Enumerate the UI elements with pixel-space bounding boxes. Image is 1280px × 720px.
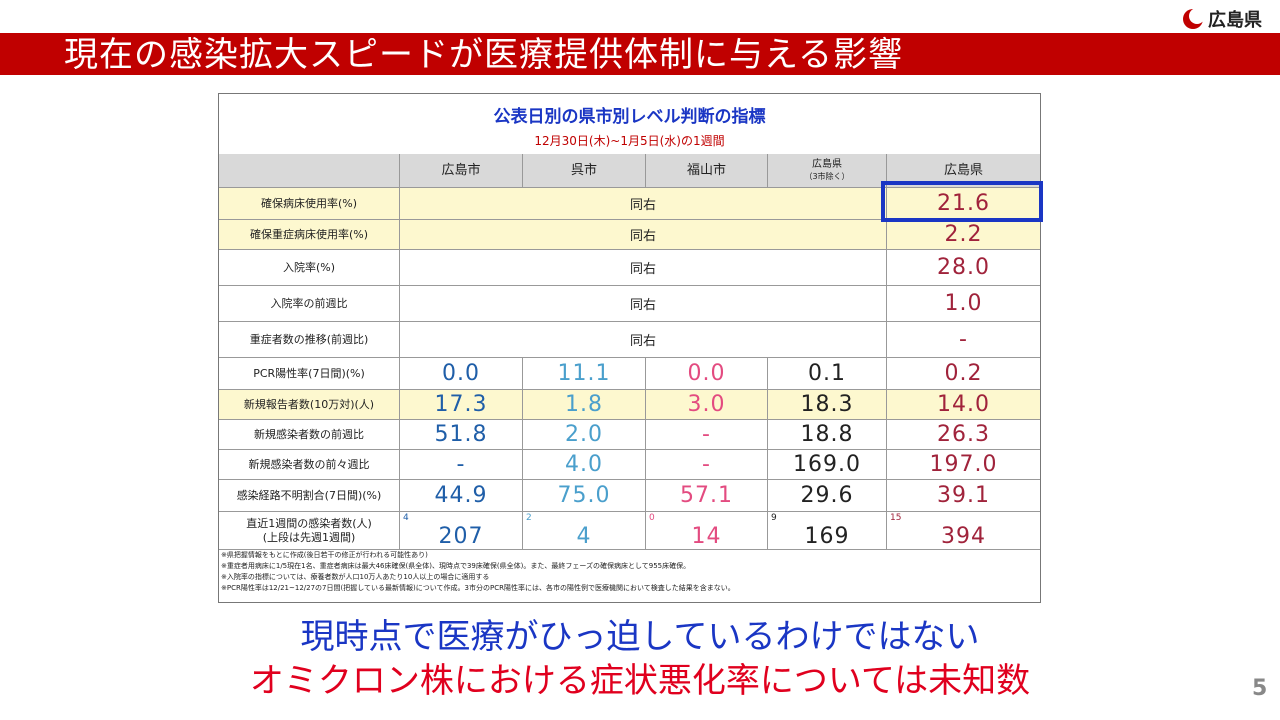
hiroshima-logo-icon — [1183, 8, 1204, 29]
value-cell: 17.3 — [400, 390, 523, 420]
note-line: ※重症者用病床に1/5現在1名、重症者病床は最大46床確保(県全体)、現時点で3… — [221, 562, 691, 570]
value-cell: 169.0 — [768, 450, 887, 480]
value-cell: 2.0 — [523, 420, 646, 450]
prev-week-value: 15 — [890, 513, 902, 523]
header-sublabel: （3市除く） — [804, 171, 850, 181]
pref-value: - — [887, 322, 1040, 358]
header-label: 広島県 — [943, 162, 983, 178]
weekly-cases-cell: 15 394 — [887, 512, 1040, 550]
table-period: 12月30日(木)~1月5日(水)の1週間 — [534, 134, 725, 148]
value-cell: 51.8 — [400, 420, 523, 450]
weekly-cases-cell: 9 169 — [768, 512, 887, 550]
note-line: ※県把握情報をもとに作成(後日若干の修正が行われる可能性あり) — [221, 551, 428, 559]
value-cell: 197.0 — [887, 450, 1040, 480]
row-label: 新規感染者数の前々週比 — [219, 450, 400, 480]
message-line-2: オミクロン株における症状悪化率については未知数 — [249, 661, 1031, 701]
weekly-cases-cell: 4 207 — [400, 512, 523, 550]
row-label: PCR陽性率(7日間)(%) — [219, 358, 400, 390]
value-cell: 0.1 — [768, 358, 887, 390]
prev-week-value: 2 — [526, 513, 532, 523]
pref-value: 1.0 — [887, 286, 1040, 322]
note-line: ※入院率の指標については、療養者数が人口10万人あたり10人以上の場合に適用する — [221, 573, 490, 581]
table-header-area: 公表日別の県市別レベル判断の指標 12月30日(木)~1月5日(水)の1週間 — [219, 94, 1040, 154]
value-cell: 18.3 — [768, 390, 887, 420]
value-cell: - — [400, 450, 523, 480]
value-cell: 44.9 — [400, 480, 523, 512]
title-bar — [0, 33, 1280, 75]
value-cell: 0.2 — [887, 358, 1040, 390]
same-as-right: 同右 — [400, 188, 887, 220]
pref-value: 2.2 — [887, 220, 1040, 250]
header-label: 呉市 — [570, 162, 597, 178]
page-number: 5 — [1252, 676, 1268, 701]
value-cell: 57.1 — [646, 480, 768, 512]
value-cell: 11.1 — [523, 358, 646, 390]
this-week-value: 207 — [438, 524, 484, 549]
value-cell: 26.3 — [887, 420, 1040, 450]
this-week-value: 169 — [804, 524, 850, 549]
header-label: 広島市 — [441, 162, 481, 178]
row-label-line1: 直近1週間の感染者数(人) — [246, 516, 372, 530]
table-title: 公表日別の県市別レベル判断の指標 — [493, 107, 766, 127]
header-hiroshima-city: 広島市 — [400, 154, 523, 188]
message-line-1: 現時点で医療がひっ迫しているわけではない — [300, 617, 980, 657]
same-as-right: 同右 — [400, 322, 887, 358]
pref-value: 21.6 — [887, 188, 1040, 220]
value-cell: 1.8 — [523, 390, 646, 420]
value-cell: 0.0 — [400, 358, 523, 390]
row-label: 直近1週間の感染者数(人) (上段は先週1週間) — [219, 512, 400, 550]
value-cell: 4.0 — [523, 450, 646, 480]
row-label: 入院率(%) — [219, 250, 400, 286]
this-week-value: 14 — [691, 524, 722, 549]
row-label: 確保病床使用率(%) — [219, 188, 400, 220]
row-label: 感染経路不明割合(7日間)(%) — [219, 480, 400, 512]
logo: 広島県 — [1180, 6, 1262, 32]
value-cell: 3.0 — [646, 390, 768, 420]
value-cell: - — [646, 450, 768, 480]
same-as-right: 同右 — [400, 286, 887, 322]
header-kure-city: 呉市 — [523, 154, 646, 188]
row-label: 新規報告者数(10万対)(人) — [219, 390, 400, 420]
same-as-right: 同右 — [400, 250, 887, 286]
row-label: 新規感染者数の前週比 — [219, 420, 400, 450]
row-label-line2: (上段は先週1週間) — [262, 530, 356, 544]
same-as-right: 同右 — [400, 220, 887, 250]
header-pref-excl: 広島県 （3市除く） — [768, 154, 887, 188]
row-label: 入院率の前週比 — [219, 286, 400, 322]
table-notes: ※県把握情報をもとに作成(後日若干の修正が行われる可能性あり) ※重症者用病床に… — [221, 550, 1039, 594]
weekly-cases-cell: 2 4 — [523, 512, 646, 550]
note-line: ※PCR陽性率は12/21~12/27の7日間(把握している最新情報)について作… — [221, 584, 735, 592]
header-label: 広島県 — [812, 158, 842, 170]
header-label: 福山市 — [686, 162, 726, 178]
highlight-box — [881, 181, 1043, 222]
logo-text: 広島県 — [1208, 10, 1262, 31]
header-blank — [219, 154, 400, 188]
value-cell: - — [646, 420, 768, 450]
header-fukuyama-city: 福山市 — [646, 154, 768, 188]
this-week-value: 394 — [941, 524, 986, 549]
value-cell: 0.0 — [646, 358, 768, 390]
this-week-value: 4 — [576, 524, 592, 549]
row-label: 重症者数の推移(前週比) — [219, 322, 400, 358]
value-cell: 14.0 — [887, 390, 1040, 420]
weekly-cases-cell: 0 14 — [646, 512, 768, 550]
prev-week-value: 9 — [771, 513, 777, 523]
prev-week-value: 0 — [649, 513, 655, 523]
slide-title: 現在の感染拡大スピードが医療提供体制に与える影響 — [64, 35, 903, 75]
indicator-table: 公表日別の県市別レベル判断の指標 12月30日(木)~1月5日(水)の1週間 広… — [218, 93, 1041, 603]
value-cell: 39.1 — [887, 480, 1040, 512]
row-label: 確保重症病床使用率(%) — [219, 220, 400, 250]
value-cell: 29.6 — [768, 480, 887, 512]
value-cell: 75.0 — [523, 480, 646, 512]
value-cell: 18.8 — [768, 420, 887, 450]
prev-week-value: 4 — [403, 513, 409, 523]
pref-value: 28.0 — [887, 250, 1040, 286]
